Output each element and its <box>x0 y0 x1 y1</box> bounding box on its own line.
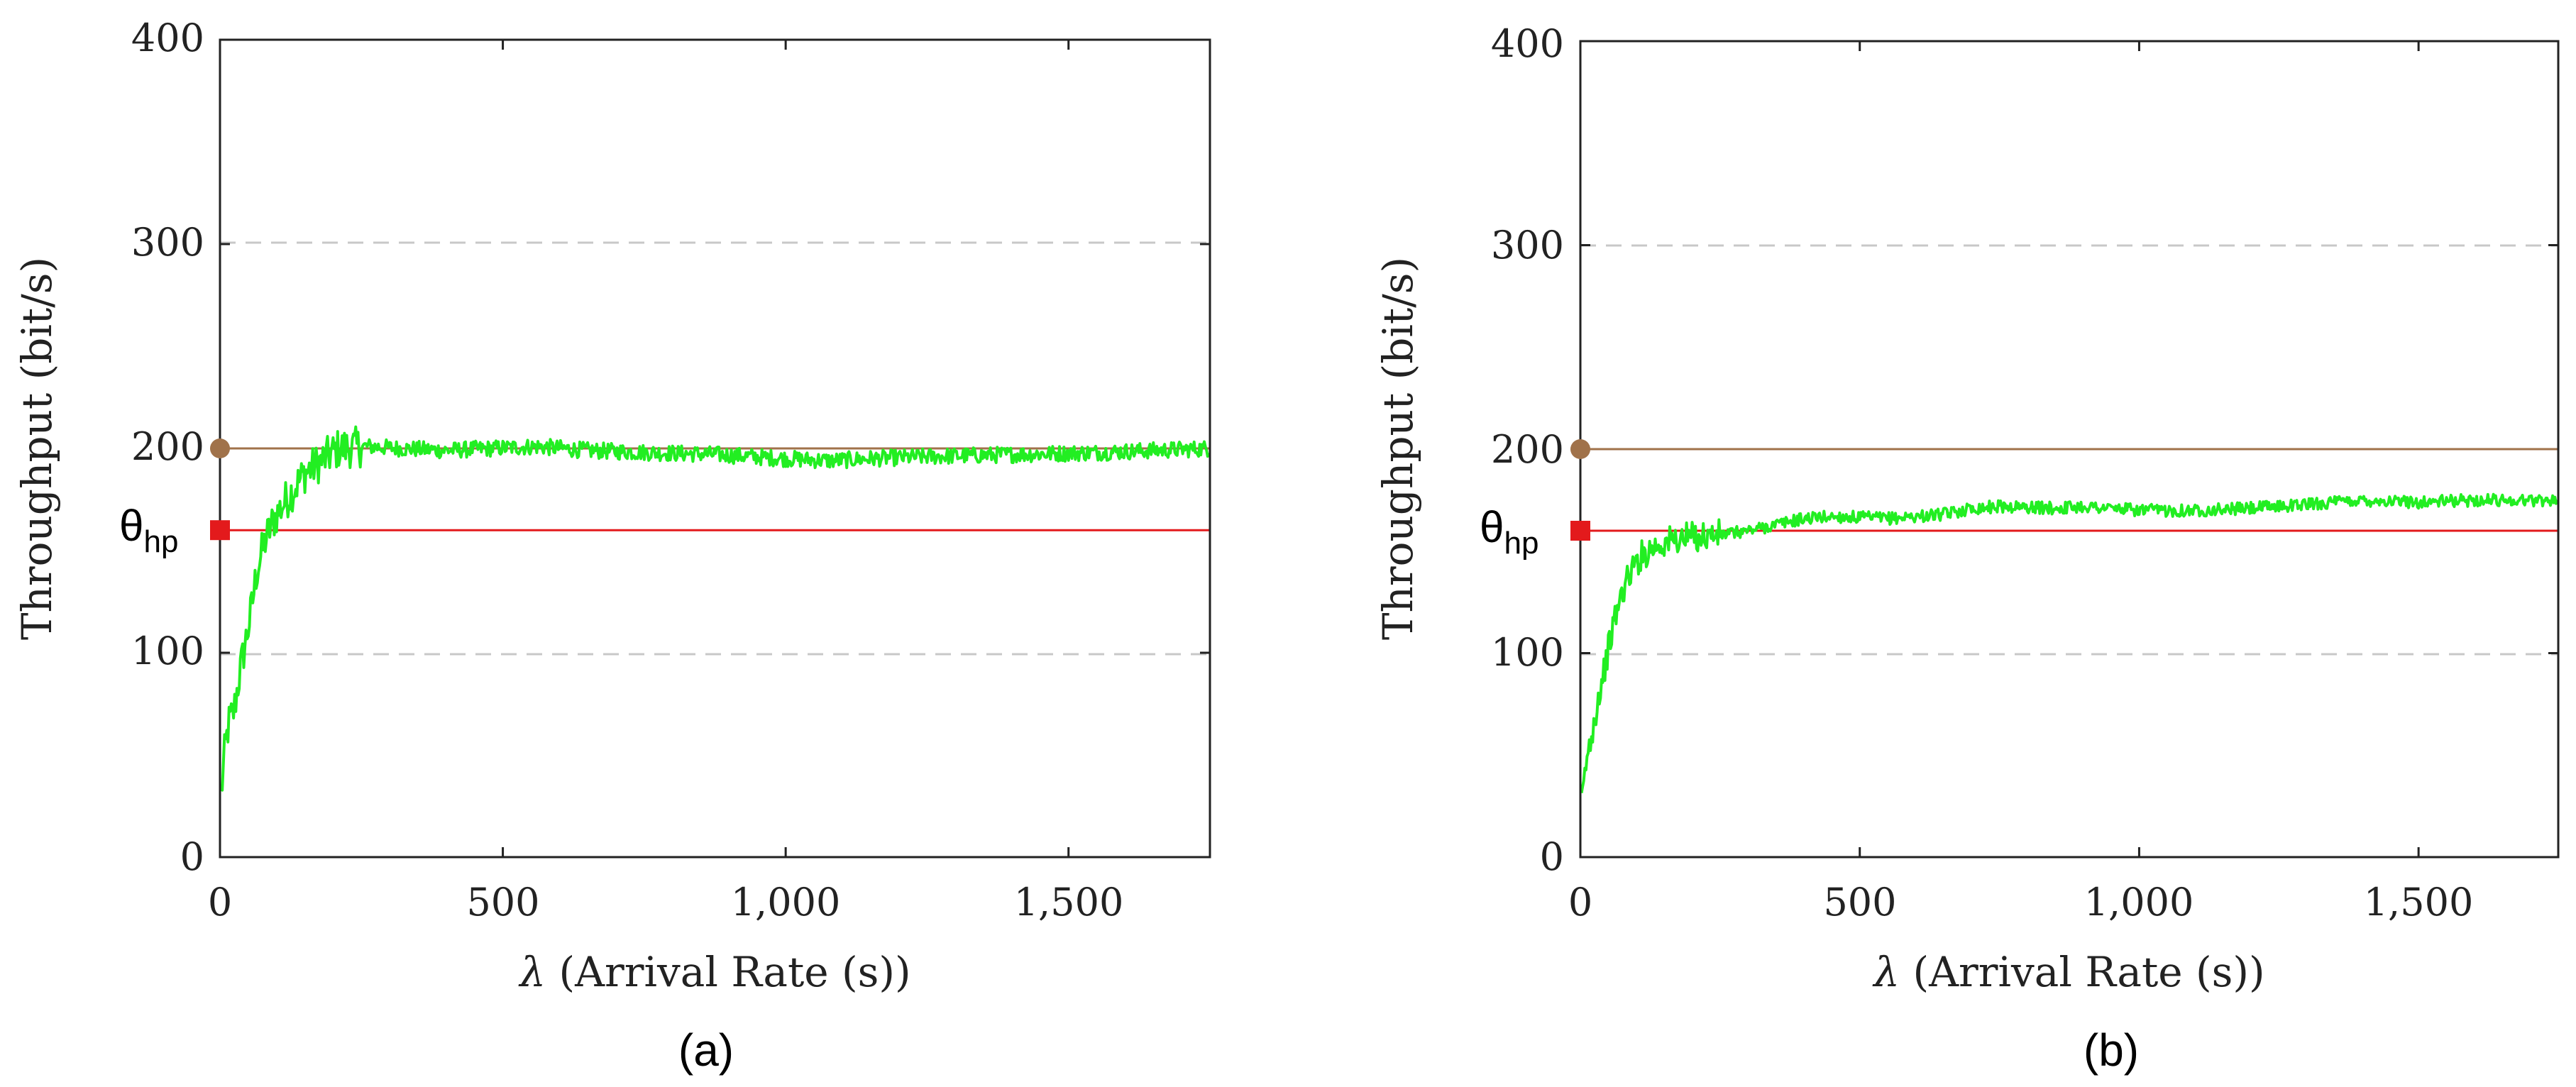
y-tick-label-200: 200 <box>131 424 204 469</box>
x-axis-label-text: (Arrival Rate (s)) <box>1913 948 2265 996</box>
y-axis-label: Throughput (bit/s) <box>1374 257 1422 640</box>
threshold-label: θhp <box>119 502 178 559</box>
y-tick-label-300: 300 <box>1491 223 1564 267</box>
x-axis-label: λ (Arrival Rate (s)) <box>518 948 910 996</box>
y-axis-label: Throughput (bit/s) <box>13 257 61 640</box>
threshold-label-theta: θ <box>1480 503 1504 552</box>
y-tick-label-100: 100 <box>131 629 204 673</box>
threshold-marker <box>1570 521 1590 541</box>
x-axis-lambda-symbol: λ <box>518 948 546 996</box>
throughput-series-line <box>220 425 1211 792</box>
threshold-label-subscript: hp <box>1504 526 1539 561</box>
chart-panel-a: 400 300 200 100 0 0 500 1,000 1,500 Thro… <box>13 16 1211 1076</box>
y-tick-label-200: 200 <box>1491 427 1564 472</box>
x-tick-label-0: 0 <box>208 880 232 925</box>
threshold-label: θhp <box>1480 503 1539 561</box>
y-tick-label-100: 100 <box>1491 630 1564 675</box>
y-tick-label-400: 400 <box>131 16 204 60</box>
x-tick-label-500: 500 <box>466 880 539 925</box>
threshold-label-subscript: hp <box>143 524 178 559</box>
y-tick-label-0: 0 <box>1540 834 1564 879</box>
x-tick-label-1500: 1,500 <box>2364 880 2474 925</box>
x-tick-label-0: 0 <box>1568 880 1592 925</box>
throughput-series-line <box>1580 492 2560 794</box>
x-tick-label-1000: 1,000 <box>2084 880 2194 925</box>
x-tick-label-1000: 1,000 <box>731 880 841 925</box>
y-tick-label-0: 0 <box>180 834 204 879</box>
y-tick-label-300: 300 <box>131 220 204 265</box>
x-tick-label-500: 500 <box>1823 880 1896 925</box>
x-axis-label-text: (Arrival Rate (s)) <box>559 948 911 996</box>
panel-caption: (a) <box>678 1025 734 1076</box>
threshold-label-theta: θ <box>119 502 143 551</box>
y-tick-label-400: 400 <box>1491 21 1564 66</box>
x-tick-label-1500: 1,500 <box>1014 880 1124 925</box>
panel-caption: (b) <box>2084 1025 2139 1076</box>
x-axis-lambda-symbol: λ <box>1872 948 1900 996</box>
threshold-marker <box>210 520 230 541</box>
max-throughput-marker <box>1570 439 1590 459</box>
x-axis-label: λ (Arrival Rate (s)) <box>1872 948 2264 996</box>
max-throughput-marker <box>210 438 230 458</box>
chart-panel-b: 400 300 200 100 0 0 500 1,000 1,500 Thro… <box>1374 21 2560 1076</box>
